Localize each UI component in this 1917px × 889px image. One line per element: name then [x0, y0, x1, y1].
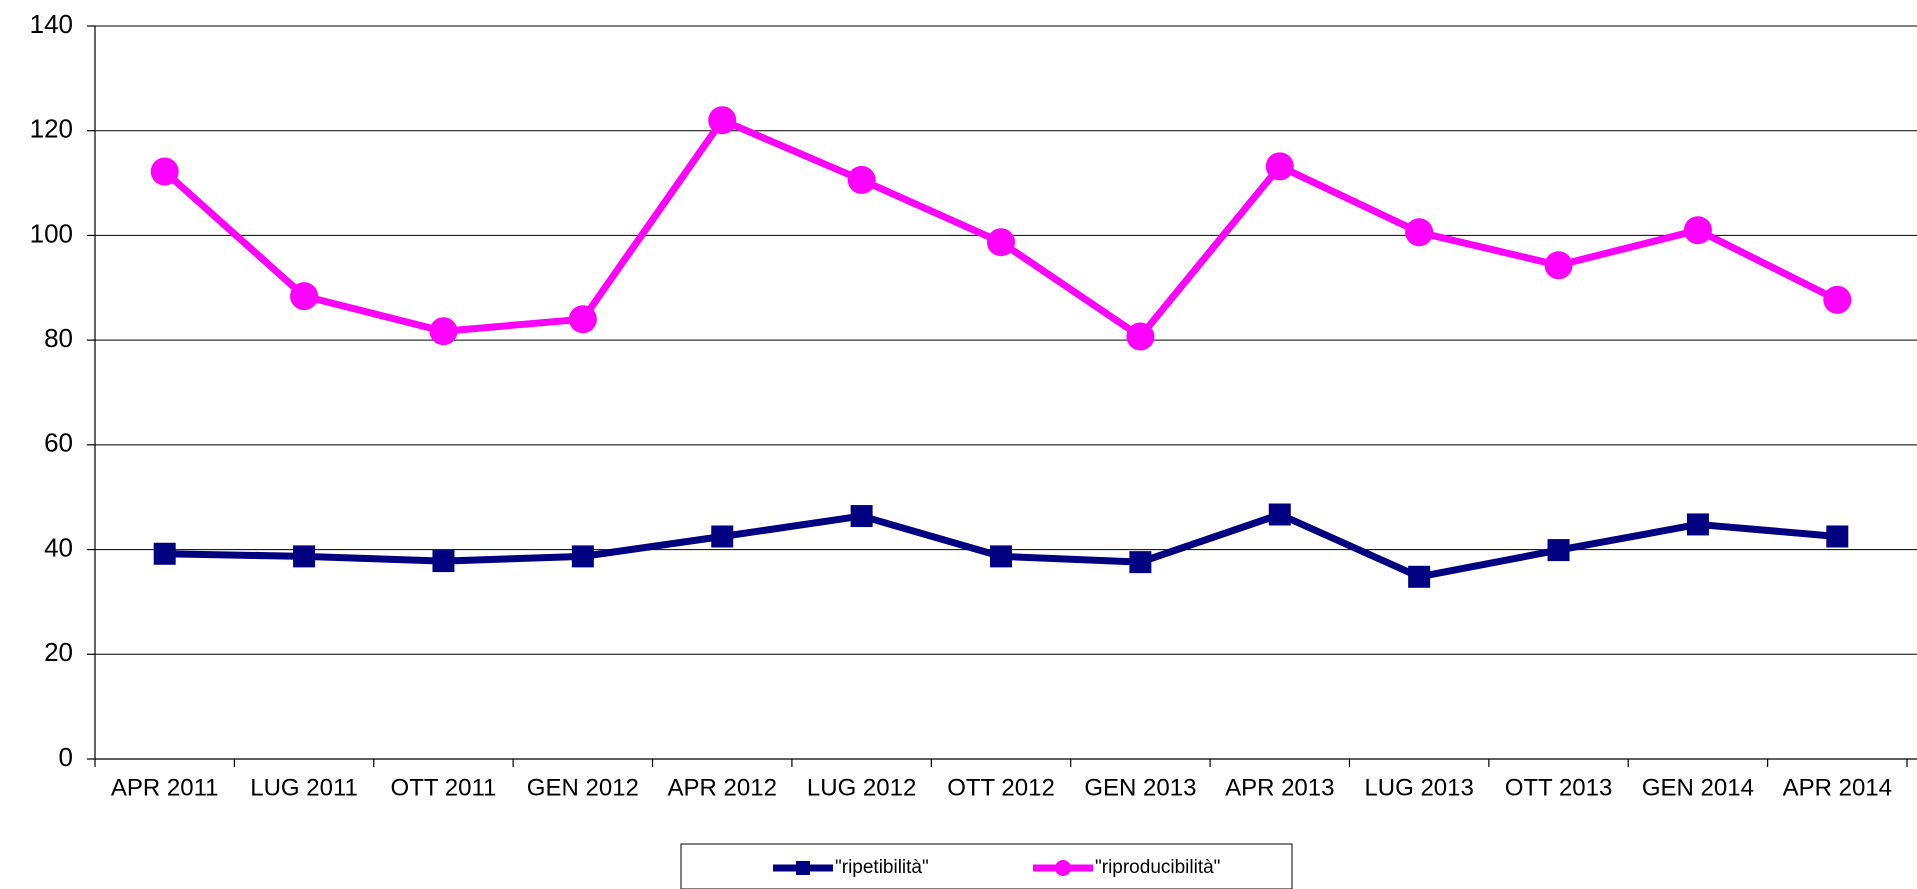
y-tick-label: 140 — [30, 9, 73, 39]
marker — [1686, 513, 1709, 536]
marker — [711, 525, 734, 548]
legend-label: "riproducibilità" — [1095, 857, 1220, 878]
marker — [1265, 152, 1294, 181]
y-tick-label: 20 — [44, 637, 73, 667]
x-tick-label: OTT 2011 — [391, 774, 497, 801]
x-tick-label: LUG 2011 — [250, 774, 358, 801]
marker — [1408, 565, 1431, 588]
legend-item: "ripetibilità" — [773, 857, 929, 878]
marker — [1544, 251, 1573, 280]
marker — [1826, 525, 1849, 548]
marker — [1126, 322, 1155, 351]
marker — [571, 545, 594, 568]
marker — [1823, 285, 1852, 314]
marker — [568, 305, 597, 334]
legend-label: "ripetibilità" — [835, 857, 929, 878]
marker — [847, 165, 876, 194]
y-tick-label: 80 — [44, 323, 73, 353]
marker — [708, 106, 737, 135]
marker — [432, 550, 455, 573]
marker — [1683, 216, 1712, 245]
y-tick-label: 0 — [59, 742, 73, 772]
marker — [987, 228, 1015, 257]
x-tick-label: OTT 2013 — [1505, 774, 1613, 801]
x-tick-label: GEN 2014 — [1642, 774, 1754, 801]
y-tick-label: 120 — [30, 114, 73, 144]
marker — [150, 157, 179, 186]
legend-marker — [796, 861, 810, 875]
legend-item: "riproducibilità" — [1033, 857, 1220, 878]
x-tick-label: APR 2014 — [1783, 774, 1892, 801]
x-tick-label: OTT 2012 — [947, 774, 1055, 801]
x-tick-label: GEN 2013 — [1084, 774, 1196, 801]
marker — [153, 542, 176, 565]
y-tick-label: 60 — [44, 428, 73, 458]
marker — [850, 505, 873, 528]
x-tick-label: APR 2011 — [111, 774, 219, 801]
x-tick-label: GEN 2012 — [527, 774, 639, 801]
marker — [1268, 503, 1291, 526]
x-tick-label: LUG 2012 — [807, 774, 916, 801]
marker — [990, 545, 1012, 568]
y-tick-label: 40 — [44, 532, 73, 562]
legend-marker — [1055, 860, 1071, 876]
x-tick-label: LUG 2013 — [1364, 774, 1473, 801]
marker — [1405, 218, 1434, 247]
marker — [1129, 551, 1152, 574]
x-tick-label: APR 2012 — [668, 774, 777, 801]
marker — [429, 317, 458, 346]
marker — [290, 282, 319, 311]
marker — [293, 545, 316, 568]
y-tick-label: 100 — [30, 218, 73, 248]
marker — [1547, 539, 1570, 562]
x-tick-label: APR 2013 — [1225, 774, 1334, 801]
